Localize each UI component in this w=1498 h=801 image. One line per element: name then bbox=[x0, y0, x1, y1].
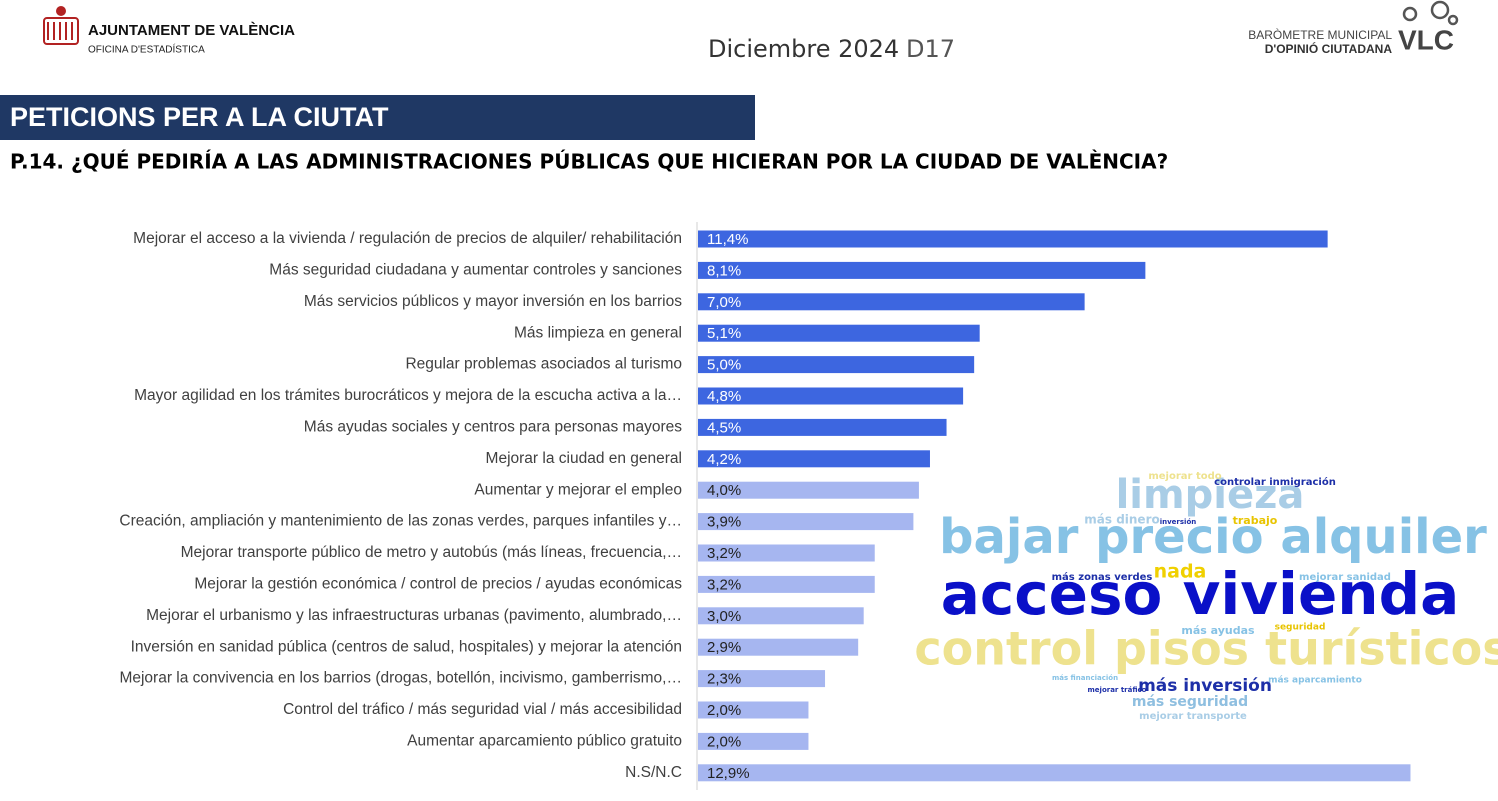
bar bbox=[698, 764, 1411, 782]
value-label: 2,3% bbox=[707, 671, 741, 688]
bar bbox=[698, 732, 809, 750]
category-label: N.S/N.C bbox=[625, 764, 682, 781]
bar bbox=[698, 544, 875, 562]
word: más seguridad bbox=[1132, 694, 1248, 710]
bar bbox=[698, 356, 975, 374]
category-label: Mejorar el urbanismo y las infraestructu… bbox=[146, 607, 682, 624]
word: más inversión bbox=[1138, 676, 1272, 696]
word: mejorar sanidad bbox=[1299, 572, 1391, 583]
category-label: Más seguridad ciudadana y aumentar contr… bbox=[269, 261, 682, 278]
word: más financiación bbox=[1052, 674, 1118, 682]
category-label: Mejorar transporte público de metro y au… bbox=[181, 544, 682, 561]
bar bbox=[698, 638, 859, 656]
word: seguridad bbox=[1275, 623, 1326, 633]
word: inversión bbox=[1160, 518, 1197, 526]
word-cloud: limpieza bajar precio alquiler acceso vi… bbox=[914, 471, 1498, 722]
category-label: Inversión en sanidad pública (centros de… bbox=[131, 638, 682, 655]
bar bbox=[698, 575, 875, 593]
question: P.14. ¿QUÉ PEDIRÍA A LAS ADMINISTRACIONE… bbox=[10, 150, 1168, 174]
word: mejorar transporte bbox=[1139, 711, 1247, 722]
word: controlar inmigración bbox=[1214, 476, 1336, 488]
value-label: 3,2% bbox=[707, 576, 741, 593]
category-label: Regular problemas asociados al turismo bbox=[405, 356, 682, 373]
word: mejorar tráfico bbox=[1088, 686, 1147, 694]
category-label: Más limpieza en general bbox=[514, 324, 682, 341]
category-label: Aumentar y mejorar el empleo bbox=[474, 481, 682, 498]
word: limpieza bbox=[1116, 472, 1305, 518]
value-label: 2,0% bbox=[707, 733, 741, 750]
value-label: 3,2% bbox=[707, 545, 741, 562]
value-label: 4,5% bbox=[707, 419, 741, 436]
bar bbox=[698, 701, 809, 719]
value-label: 5,1% bbox=[707, 325, 741, 342]
word: mejorar todo bbox=[1148, 471, 1221, 482]
brand-mark: VLC bbox=[1398, 24, 1454, 55]
section-title: PETICIONS PER A LA CIUTAT bbox=[10, 102, 389, 132]
category-label: Aumentar aparcamiento público gratuito bbox=[407, 732, 682, 749]
bar bbox=[698, 513, 914, 531]
value-label: 4,2% bbox=[707, 451, 741, 468]
value-label: 3,9% bbox=[707, 514, 741, 531]
value-label: 2,0% bbox=[707, 702, 741, 719]
word: acceso vivienda bbox=[941, 560, 1459, 628]
word: nada bbox=[1154, 561, 1207, 583]
bar bbox=[698, 418, 947, 436]
value-label: 11,4% bbox=[707, 231, 748, 248]
word: más zonas verdes bbox=[1052, 571, 1153, 583]
bar bbox=[698, 230, 1328, 248]
value-label: 8,1% bbox=[707, 262, 741, 279]
category-label: Mejorar la ciudad en general bbox=[486, 450, 682, 467]
org-name: AJUNTAMENT DE VALÈNCIA bbox=[88, 22, 295, 39]
section-banner bbox=[0, 95, 755, 140]
bar bbox=[698, 324, 980, 342]
brand-line: D'OPINIÓ CIUTADANA bbox=[1265, 41, 1393, 56]
bar bbox=[698, 670, 826, 688]
value-label: 4,0% bbox=[707, 482, 741, 499]
bar bbox=[698, 450, 930, 468]
value-label: 12,9% bbox=[707, 765, 750, 782]
category-label: Creación, ampliación y mantenimiento de … bbox=[119, 513, 682, 530]
category-label: Más servicios públicos y mayor inversión… bbox=[304, 293, 682, 310]
word: trabajo bbox=[1233, 514, 1278, 527]
brand-line: BARÒMETRE MUNICIPAL bbox=[1248, 27, 1392, 42]
bar bbox=[698, 261, 1146, 279]
office-name: OFICINA D'ESTADÍSTICA bbox=[88, 43, 205, 56]
value-label: 2,9% bbox=[707, 639, 741, 656]
word: control pisos turísticos bbox=[914, 622, 1498, 676]
value-label: 5,0% bbox=[707, 357, 741, 374]
bar bbox=[698, 607, 864, 625]
bar bbox=[698, 481, 919, 499]
date: Diciembre 2024 bbox=[708, 35, 899, 63]
category-label: Mejorar el acceso a la vivienda / regula… bbox=[133, 230, 682, 247]
value-label: 3,0% bbox=[707, 608, 741, 625]
logo bbox=[43, 6, 79, 45]
value-label: 4,8% bbox=[707, 388, 741, 405]
bar bbox=[698, 387, 964, 405]
word: más aparcamiento bbox=[1268, 676, 1362, 686]
brand-icon bbox=[1402, 0, 1459, 26]
category-label: Control del tráfico / más seguridad vial… bbox=[283, 701, 682, 718]
category-label: Más ayudas sociales y centros para perso… bbox=[304, 418, 682, 435]
word: más dinero bbox=[1084, 513, 1159, 527]
category-label: Mejorar la convivencia en los barrios (d… bbox=[119, 670, 682, 687]
category-label: Mayor agilidad en los trámites burocráti… bbox=[134, 387, 682, 404]
value-label: 7,0% bbox=[707, 294, 741, 311]
category-label: Mejorar la gestión económica / control d… bbox=[194, 575, 682, 592]
bar bbox=[698, 293, 1085, 311]
code: D17 bbox=[906, 35, 955, 63]
word: más ayudas bbox=[1181, 624, 1255, 637]
word: bajar precio alquiler bbox=[939, 509, 1487, 565]
